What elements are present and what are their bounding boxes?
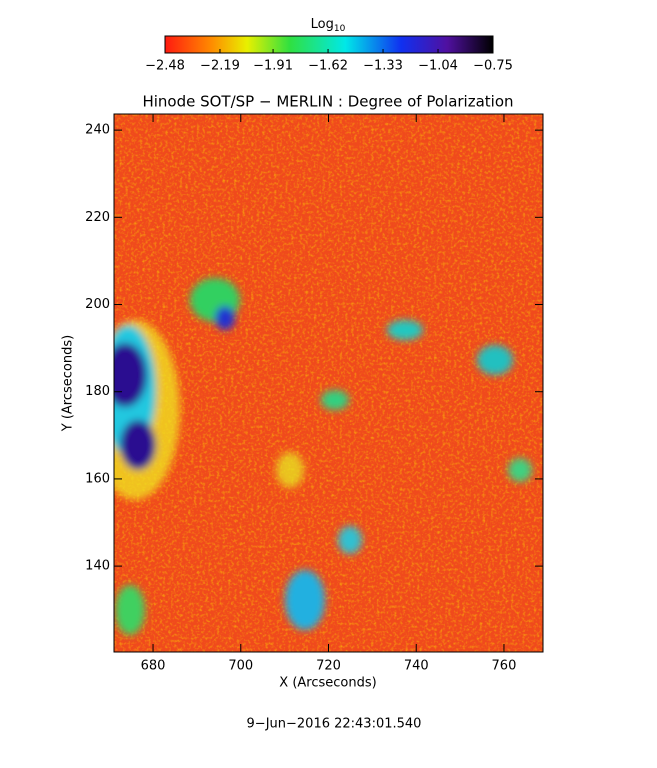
- y-tick-label: 220: [85, 210, 110, 225]
- colorbar-tick-label: −1.91: [253, 59, 293, 74]
- colorbar-tick-label: −2.19: [200, 59, 240, 74]
- y-tick-label: 140: [85, 559, 110, 574]
- x-tick-label: 760: [492, 659, 517, 674]
- heatmap-features: [114, 278, 532, 635]
- heatmap-texture: [114, 114, 543, 652]
- heatmap-image: [114, 114, 543, 652]
- x-tick-label: 680: [141, 659, 166, 674]
- y-tick-label: 180: [85, 384, 110, 399]
- x-tick-label: 700: [228, 659, 253, 674]
- chart-title: Hinode SOT/SP − MERLIN : Degree of Polar…: [142, 93, 513, 111]
- colorbar-tick-label: −0.75: [473, 59, 513, 74]
- x-tick-label: 720: [316, 659, 341, 674]
- y-tick-label: 160: [85, 471, 110, 486]
- y-axis-label: Y (Arcseconds): [61, 335, 76, 432]
- colorbar-label-base: Log: [311, 17, 334, 32]
- colorbar-tick-label: −1.62: [308, 59, 348, 74]
- colorbar-label-sub: 10: [334, 24, 346, 34]
- colorbar: [164, 35, 494, 54]
- x-tick-label: 740: [404, 659, 429, 674]
- x-axis-label: X (Arcseconds): [279, 676, 376, 691]
- colorbar-label: Log10: [311, 17, 346, 34]
- footer-date: 9−Jun−2016 22:43:01.540: [247, 717, 422, 732]
- colorbar-tick-label: −2.48: [145, 59, 185, 74]
- y-tick-label: 200: [85, 297, 110, 312]
- colorbar-tick-label: −1.33: [363, 59, 403, 74]
- y-tick-label: 240: [85, 123, 110, 138]
- colorbar-tick-label: −1.04: [418, 59, 458, 74]
